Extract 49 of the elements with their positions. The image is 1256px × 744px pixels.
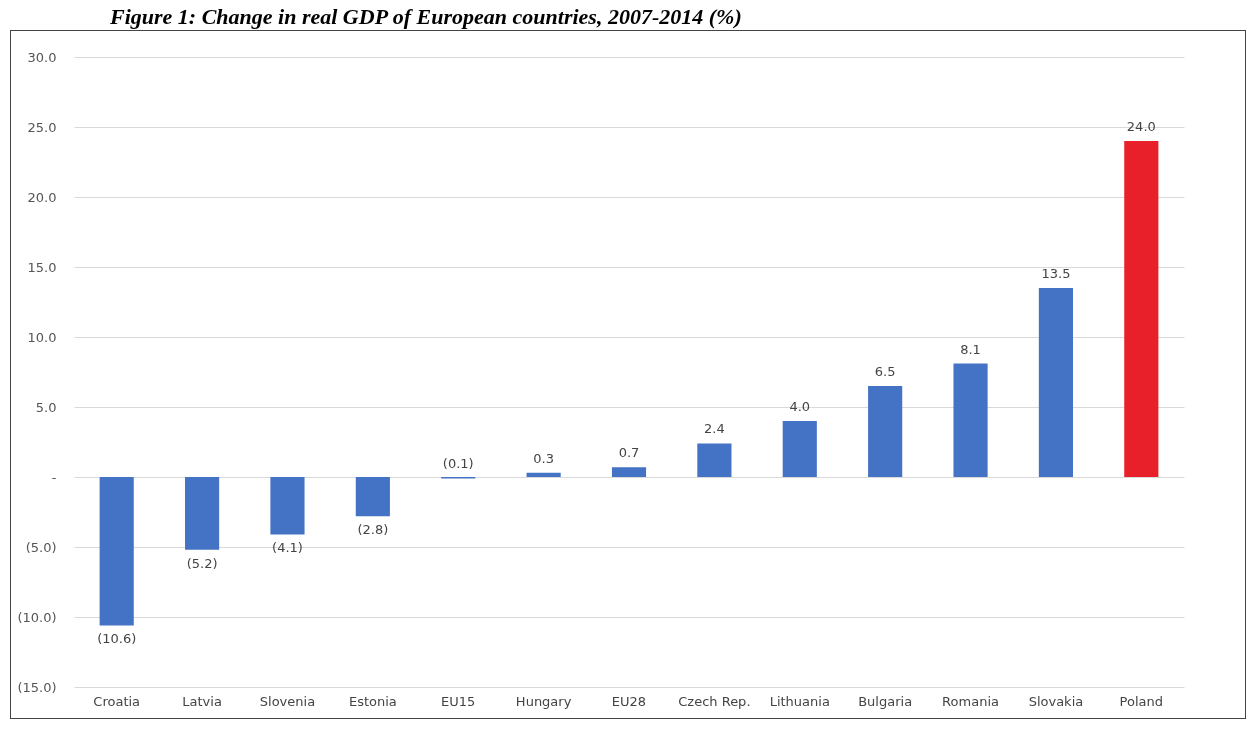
bar <box>99 477 134 626</box>
y-tick-label: (5.0) <box>25 539 57 555</box>
data-label: 2.4 <box>704 421 725 437</box>
data-label: (5.2) <box>186 555 218 571</box>
data-label: 4.0 <box>789 399 811 414</box>
data-label: 8.1 <box>960 341 981 357</box>
bar <box>782 421 817 477</box>
bar <box>185 477 220 550</box>
x-tick-label: Hungary <box>515 693 572 709</box>
x-tick-label: Poland <box>1119 693 1164 709</box>
x-tick-label: Czech Rep. <box>678 693 751 709</box>
data-label: (2.8) <box>357 522 389 538</box>
bar <box>270 477 305 535</box>
bar <box>953 363 988 477</box>
x-tick-label: Slovenia <box>259 693 316 709</box>
y-tick-label: (10.0) <box>17 609 57 625</box>
data-label: 0.3 <box>533 450 554 466</box>
y-tick-label: 15.0 <box>27 259 57 275</box>
y-tick-label: 20.0 <box>27 189 57 205</box>
x-tick-label: EU28 <box>611 693 647 709</box>
data-label: 0.7 <box>618 445 640 461</box>
y-tick-label: 10.0 <box>27 329 57 345</box>
y-tick-label: (15.0) <box>17 679 57 695</box>
data-label: (0.1) <box>442 456 474 472</box>
bar <box>355 477 390 517</box>
x-tick-label: Slovakia <box>1028 693 1084 709</box>
data-label: (10.6) <box>97 631 137 647</box>
data-label: (4.1) <box>272 540 303 556</box>
x-tick-label: Latvia <box>182 693 222 709</box>
x-tick-label: Bulgaria <box>858 693 913 709</box>
bar <box>611 467 647 477</box>
y-tick-label: 30.0 <box>27 49 57 65</box>
bar <box>1038 288 1073 477</box>
bar <box>1124 141 1159 477</box>
data-label: 24.0 <box>1126 119 1156 134</box>
x-tick-label: Estonia <box>348 693 397 709</box>
bar <box>526 472 561 477</box>
bar <box>697 443 732 477</box>
y-tick-label: - <box>51 469 57 485</box>
y-tick-label: 5.0 <box>35 399 57 415</box>
x-tick-label: Croatia <box>93 693 141 709</box>
y-tick-label: 25.0 <box>27 119 57 135</box>
x-tick-label: Romania <box>942 693 999 709</box>
chart-title: Figure 1: Change in real GDP of European countries, 2007-2014 (%) <box>109 3 743 30</box>
x-tick-label: Lithuania <box>769 693 830 709</box>
data-label: 6.5 <box>874 364 896 379</box>
bar <box>868 386 903 477</box>
x-tick-label: EU15 <box>441 693 476 709</box>
data-label: 13.5 <box>1041 266 1071 281</box>
